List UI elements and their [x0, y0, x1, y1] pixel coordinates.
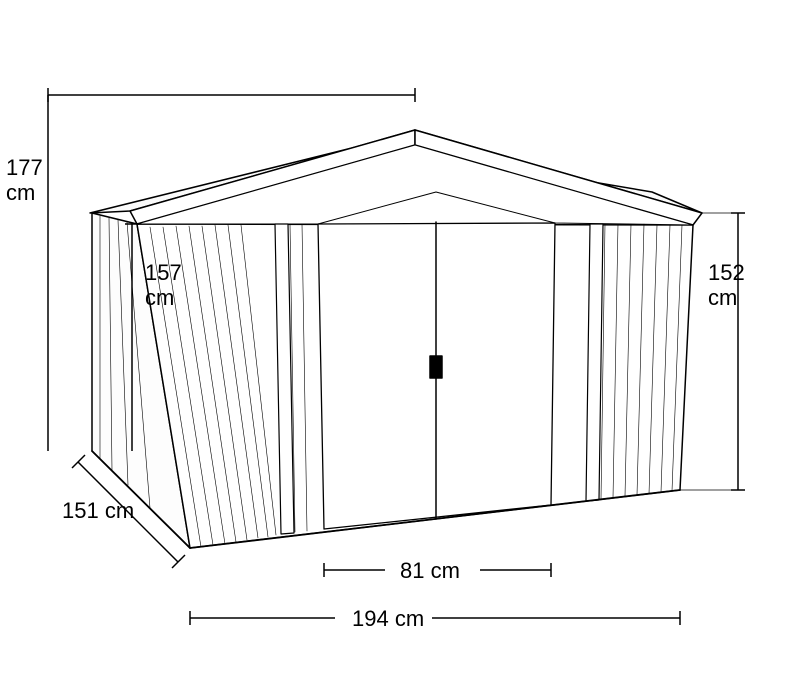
door-handle — [430, 356, 442, 378]
label-front-width: 194 cm — [352, 606, 424, 631]
label-depth: 151 cm — [62, 498, 134, 523]
label-wall-left-1: 157 — [145, 260, 182, 285]
label-wall-right-2: cm — [708, 285, 737, 310]
label-door-width: 81 cm — [400, 558, 460, 583]
shed-dimension-diagram: 177 cm 157 cm 152 cm 151 cm 81 cm 194 cm — [0, 0, 785, 700]
label-peak-height-2: cm — [6, 180, 35, 205]
dim-front-width — [190, 611, 680, 625]
label-peak-height-1: 177 — [6, 155, 43, 180]
label-wall-left-2: cm — [145, 285, 174, 310]
label-wall-right-1: 152 — [708, 260, 745, 285]
shed-drawing — [90, 130, 702, 548]
